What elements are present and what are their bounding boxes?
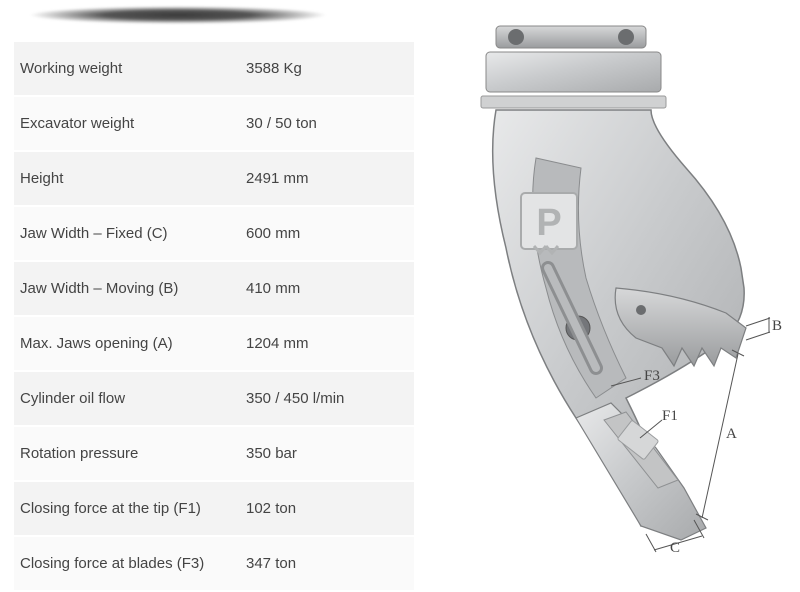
spec-row: Closing force at the tip (F1) 102 ton — [14, 482, 414, 535]
spec-row: Height 2491 mm — [14, 152, 414, 205]
spec-label: Cylinder oil flow — [14, 390, 246, 407]
spec-value: 600 mm — [246, 225, 414, 242]
dimension-label-f3: F3 — [644, 368, 660, 385]
spec-label: Rotation pressure — [14, 445, 246, 462]
spec-value: 30 / 50 ton — [246, 115, 414, 132]
svg-text:P: P — [536, 202, 561, 244]
dimension-label-a: A — [726, 426, 737, 443]
spec-row: Jaw Width – Fixed (C) 600 mm — [14, 207, 414, 260]
spec-value: 347 ton — [246, 555, 414, 572]
spec-row: Excavator weight 30 / 50 ton — [14, 97, 414, 150]
spec-value: 350 / 450 l/min — [246, 390, 414, 407]
spec-value: 3588 Kg — [246, 60, 414, 77]
pulverizer-illustration: P — [426, 18, 786, 558]
spec-value: 350 bar — [246, 445, 414, 462]
spec-value: 410 mm — [246, 280, 414, 297]
spec-label: Jaw Width – Moving (B) — [14, 280, 246, 297]
spec-label: Working weight — [14, 60, 246, 77]
spec-label: Closing force at the tip (F1) — [14, 500, 246, 517]
spec-row: Max. Jaws opening (A) 1204 mm — [14, 317, 414, 370]
spec-value: 102 ton — [246, 500, 414, 517]
dimension-label-c: C — [670, 540, 680, 557]
spec-value: 1204 mm — [246, 335, 414, 352]
product-image: P B A C F1 F3 — [426, 18, 786, 558]
spec-label: Jaw Width – Fixed (C) — [14, 225, 246, 242]
spec-label: Excavator weight — [14, 115, 246, 132]
spec-row: Jaw Width – Moving (B) 410 mm — [14, 262, 414, 315]
product-shadow — [28, 6, 328, 24]
spec-label: Height — [14, 170, 246, 187]
spec-table: Working weight 3588 Kg Excavator weight … — [14, 42, 414, 592]
spec-row: Working weight 3588 Kg — [14, 42, 414, 95]
spec-row: Rotation pressure 350 bar — [14, 427, 414, 480]
spec-row: Cylinder oil flow 350 / 450 l/min — [14, 372, 414, 425]
spec-label: Closing force at blades (F3) — [14, 555, 246, 572]
spec-value: 2491 mm — [246, 170, 414, 187]
dimension-label-b: B — [772, 318, 782, 335]
dimension-label-f1: F1 — [662, 408, 678, 425]
spec-row: Closing force at blades (F3) 347 ton — [14, 537, 414, 590]
spec-label: Max. Jaws opening (A) — [14, 335, 246, 352]
